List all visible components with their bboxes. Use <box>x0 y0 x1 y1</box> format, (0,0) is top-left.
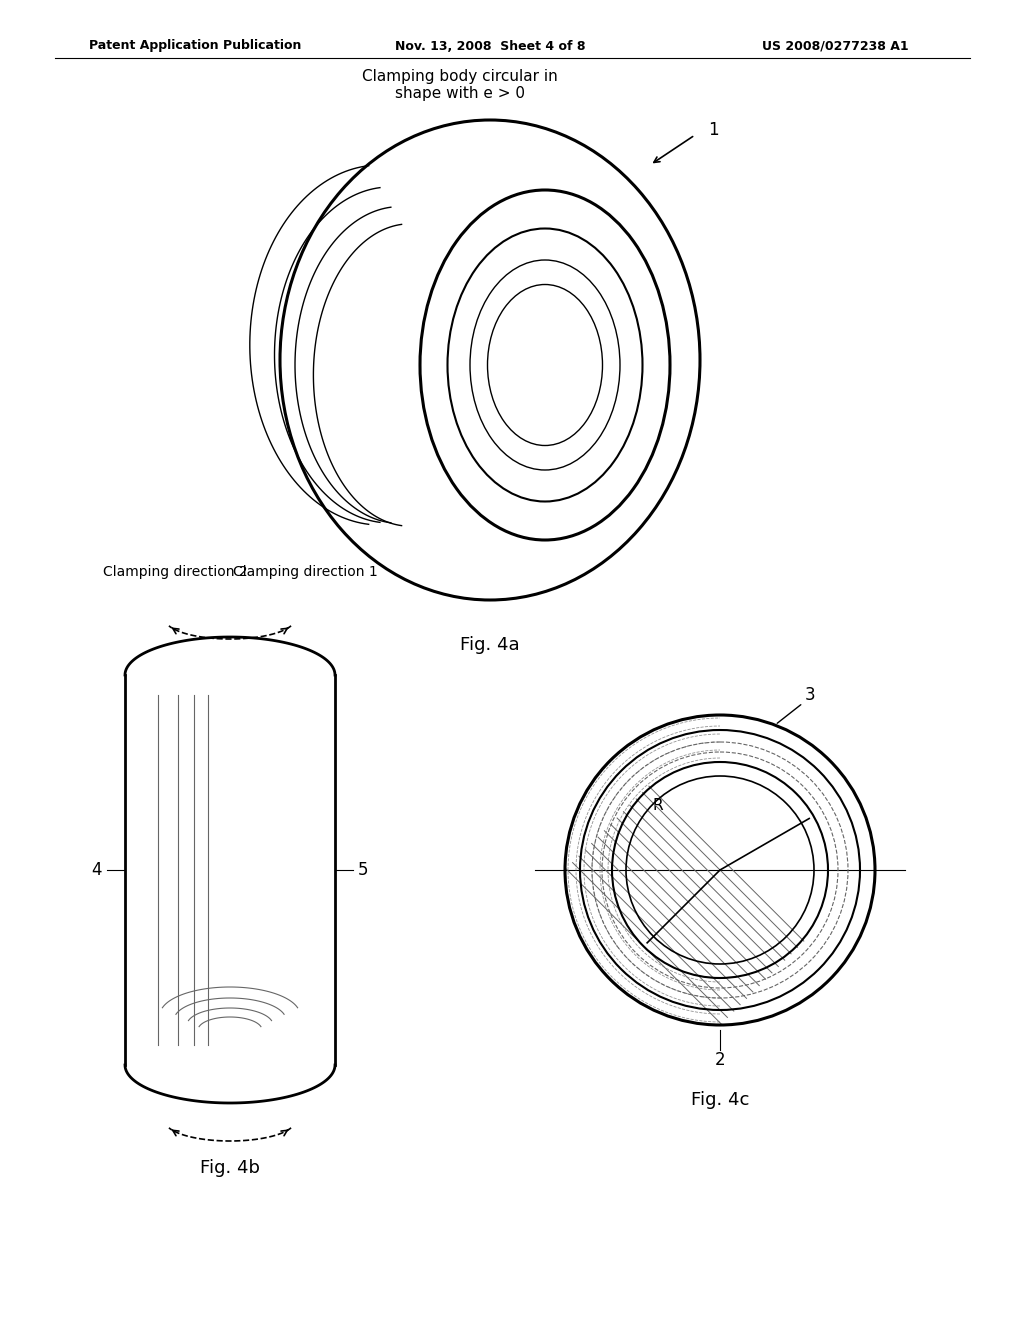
Text: 5: 5 <box>357 861 369 879</box>
Ellipse shape <box>420 190 670 540</box>
Text: Clamping body circular in
shape with e > 0: Clamping body circular in shape with e >… <box>362 69 558 102</box>
Text: 1: 1 <box>708 121 718 139</box>
Text: US 2008/0277238 A1: US 2008/0277238 A1 <box>762 40 908 53</box>
Text: Clamping direction 2: Clamping direction 2 <box>102 565 248 579</box>
Text: 2: 2 <box>715 1051 725 1069</box>
Text: Nov. 13, 2008  Sheet 4 of 8: Nov. 13, 2008 Sheet 4 of 8 <box>394 40 586 53</box>
Text: Fig. 4a: Fig. 4a <box>460 636 520 653</box>
Text: 4: 4 <box>92 861 102 879</box>
Text: Patent Application Publication: Patent Application Publication <box>89 40 301 53</box>
Text: Clamping direction 1: Clamping direction 1 <box>232 565 378 579</box>
Text: Fig. 4c: Fig. 4c <box>691 1092 750 1109</box>
Text: 3: 3 <box>805 686 816 704</box>
Text: R: R <box>652 797 664 813</box>
Text: Fig. 4b: Fig. 4b <box>200 1159 260 1177</box>
